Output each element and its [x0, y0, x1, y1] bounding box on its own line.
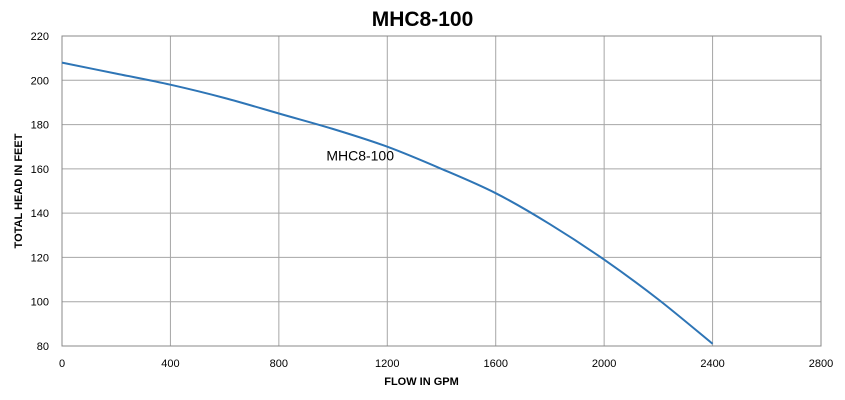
x-tick-label: 2000	[592, 358, 616, 370]
y-axis-title: TOTAL HEAD IN FEET	[13, 133, 25, 248]
x-tick-label: 800	[270, 358, 288, 370]
plot-border	[61, 35, 822, 347]
grid	[61, 35, 822, 347]
series-label: MHC8-100	[326, 148, 394, 164]
y-tick-label: 180	[31, 120, 49, 132]
x-tick-label: 0	[59, 358, 65, 370]
x-tick-label: 400	[161, 358, 179, 370]
series-layer	[61, 61, 714, 345]
y-tick-labels: 80 100 120 140 160 180 200 220	[31, 31, 49, 353]
y-tick-label: 100	[31, 297, 49, 309]
y-tick-label: 200	[31, 75, 49, 87]
y-tick-label: 220	[31, 31, 49, 43]
chart-title: MHC8-100	[371, 8, 474, 31]
x-tick-labels: 0 400 800 1200 1600 2000 2400 2800	[59, 358, 833, 370]
x-tick-label: 2400	[700, 358, 724, 370]
y-tick-label: 120	[31, 252, 49, 264]
annotation-layer: MHC8-100	[326, 148, 394, 164]
x-tick-label: 2800	[809, 358, 833, 370]
x-tick-label: 1200	[375, 358, 399, 370]
y-tick-label: 140	[31, 208, 49, 220]
y-tick-label: 80	[37, 341, 49, 353]
x-tick-label: 1600	[483, 358, 507, 370]
y-tick-label: 160	[31, 164, 49, 176]
series-line-mhc8-100	[61, 61, 714, 345]
x-axis-title: FLOW IN GPM	[384, 376, 459, 388]
